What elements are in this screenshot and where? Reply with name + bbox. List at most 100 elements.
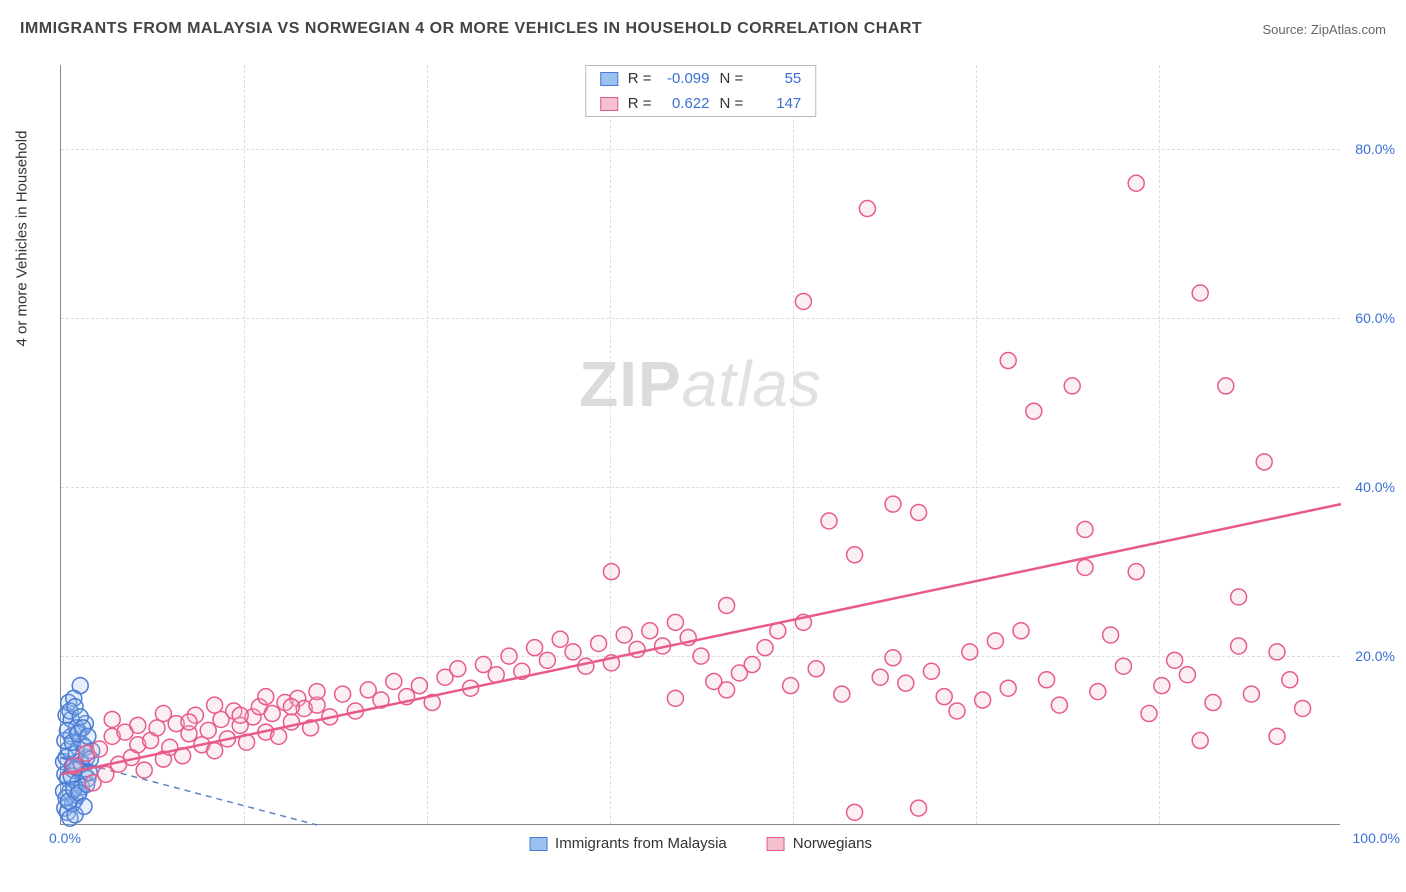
point-norwegian bbox=[232, 707, 248, 723]
point-norwegian bbox=[847, 547, 863, 563]
point-norwegian bbox=[603, 564, 619, 580]
point-norwegian bbox=[1167, 652, 1183, 668]
point-norwegian bbox=[783, 678, 799, 694]
legend: Immigrants from Malaysia Norwegians bbox=[529, 835, 872, 852]
swatch-malaysia bbox=[600, 72, 618, 86]
point-norwegian bbox=[1192, 733, 1208, 749]
point-norwegian bbox=[898, 675, 914, 691]
legend-swatch-norwegians bbox=[767, 837, 785, 851]
point-norwegian bbox=[207, 697, 223, 713]
r-value-norwegians: 0.622 bbox=[660, 95, 710, 112]
point-norwegian bbox=[1115, 658, 1131, 674]
point-norwegian bbox=[130, 717, 146, 733]
point-norwegian bbox=[309, 684, 325, 700]
n-value-norwegians: 147 bbox=[751, 95, 801, 112]
point-norwegian bbox=[1077, 521, 1093, 537]
y-tick-label: 80.0% bbox=[1355, 141, 1395, 157]
y-tick-label: 40.0% bbox=[1355, 479, 1395, 495]
point-norwegian bbox=[834, 686, 850, 702]
legend-swatch-malaysia bbox=[529, 837, 547, 851]
y-tick-label: 60.0% bbox=[1355, 310, 1395, 326]
n-label: N = bbox=[720, 95, 744, 112]
point-norwegian bbox=[936, 689, 952, 705]
trend-line bbox=[61, 504, 1341, 774]
point-norwegian bbox=[616, 627, 632, 643]
point-norwegian bbox=[1000, 353, 1016, 369]
point-norwegian bbox=[181, 714, 197, 730]
point-norwegian bbox=[923, 663, 939, 679]
scatter-plot-svg bbox=[61, 65, 1340, 824]
r-value-malaysia: -0.099 bbox=[660, 70, 710, 87]
swatch-norwegians bbox=[600, 97, 618, 111]
point-norwegian bbox=[847, 804, 863, 820]
point-norwegian bbox=[667, 614, 683, 630]
point-norwegian bbox=[207, 743, 223, 759]
r-label: R = bbox=[628, 95, 652, 112]
point-norwegian bbox=[885, 650, 901, 666]
point-norwegian bbox=[1064, 378, 1080, 394]
source-attribution: Source: ZipAtlas.com bbox=[1262, 22, 1386, 37]
point-norwegian bbox=[1295, 700, 1311, 716]
point-norwegian bbox=[591, 635, 607, 651]
point-norwegian bbox=[1128, 175, 1144, 191]
point-norwegian bbox=[450, 661, 466, 677]
stats-row-norwegians: R = 0.622 N = 147 bbox=[586, 91, 816, 116]
legend-item-norwegians: Norwegians bbox=[767, 835, 872, 852]
point-norwegian bbox=[795, 293, 811, 309]
point-norwegian bbox=[1231, 589, 1247, 605]
point-norwegian bbox=[411, 678, 427, 694]
point-norwegian bbox=[136, 762, 152, 778]
point-norwegian bbox=[552, 631, 568, 647]
point-norwegian bbox=[1282, 672, 1298, 688]
stats-row-malaysia: R = -0.099 N = 55 bbox=[586, 66, 816, 91]
point-norwegian bbox=[386, 673, 402, 689]
point-norwegian bbox=[1103, 627, 1119, 643]
legend-label-malaysia: Immigrants from Malaysia bbox=[555, 835, 727, 852]
point-norwegian bbox=[859, 201, 875, 217]
point-norwegian bbox=[1128, 564, 1144, 580]
point-norwegian bbox=[911, 505, 927, 521]
point-norwegian bbox=[1141, 706, 1157, 722]
point-norwegian bbox=[757, 640, 773, 656]
point-norwegian bbox=[155, 706, 171, 722]
point-norwegian bbox=[1269, 644, 1285, 660]
point-norwegian bbox=[1000, 680, 1016, 696]
point-norwegian bbox=[200, 722, 216, 738]
n-value-malaysia: 55 bbox=[751, 70, 801, 87]
point-norwegian bbox=[91, 741, 107, 757]
chart-title: IMMIGRANTS FROM MALAYSIA VS NORWEGIAN 4 … bbox=[20, 20, 922, 38]
point-norwegian bbox=[1039, 672, 1055, 688]
point-norwegian bbox=[501, 648, 517, 664]
n-label: N = bbox=[720, 70, 744, 87]
point-norwegian bbox=[667, 690, 683, 706]
point-norwegian bbox=[987, 633, 1003, 649]
point-norwegian bbox=[719, 597, 735, 613]
point-norwegian bbox=[565, 644, 581, 660]
point-norwegian bbox=[1051, 697, 1067, 713]
point-norwegian bbox=[975, 692, 991, 708]
legend-item-malaysia: Immigrants from Malaysia bbox=[529, 835, 727, 852]
point-norwegian bbox=[104, 711, 120, 727]
point-norwegian bbox=[1090, 684, 1106, 700]
point-norwegian bbox=[1154, 678, 1170, 694]
y-axis-label: 4 or more Vehicles in Household bbox=[14, 131, 31, 347]
point-norwegian bbox=[808, 661, 824, 677]
point-norwegian bbox=[149, 720, 165, 736]
point-norwegian bbox=[1192, 285, 1208, 301]
point-norwegian bbox=[872, 669, 888, 685]
point-norwegian bbox=[693, 648, 709, 664]
point-norwegian bbox=[744, 657, 760, 673]
point-norwegian bbox=[911, 800, 927, 816]
point-norwegian bbox=[1013, 623, 1029, 639]
point-norwegian bbox=[821, 513, 837, 529]
x-axis-origin-label: 0.0% bbox=[49, 830, 81, 846]
point-norwegian bbox=[1077, 559, 1093, 575]
point-norwegian bbox=[962, 644, 978, 660]
point-norwegian bbox=[1231, 638, 1247, 654]
point-norwegian bbox=[1205, 695, 1221, 711]
x-axis-max-label: 100.0% bbox=[1353, 830, 1400, 846]
point-norwegian bbox=[719, 682, 735, 698]
point-norwegian bbox=[642, 623, 658, 639]
point-norwegian bbox=[1269, 728, 1285, 744]
y-tick-label: 20.0% bbox=[1355, 648, 1395, 664]
